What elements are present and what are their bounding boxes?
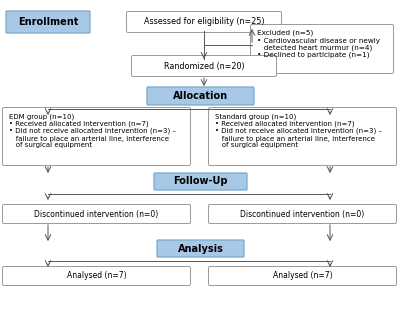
FancyBboxPatch shape (2, 267, 190, 286)
Text: Allocation: Allocation (173, 91, 228, 101)
Text: EDM group (n=10)
• Received allocated intervention (n=7)
• Did not receive alloc: EDM group (n=10) • Received allocated in… (9, 113, 176, 148)
FancyBboxPatch shape (126, 12, 282, 33)
FancyBboxPatch shape (208, 205, 396, 223)
Text: Analysed (n=7): Analysed (n=7) (67, 272, 126, 281)
Text: Standard group (n=10)
• Received allocated intervention (n=7)
• Did not receive : Standard group (n=10) • Received allocat… (215, 113, 382, 148)
Text: Analysed (n=7): Analysed (n=7) (273, 272, 332, 281)
Text: Randomized (n=20): Randomized (n=20) (164, 61, 244, 70)
FancyBboxPatch shape (208, 108, 396, 165)
FancyBboxPatch shape (154, 173, 247, 190)
FancyBboxPatch shape (147, 87, 254, 105)
Text: Enrollment: Enrollment (18, 17, 78, 27)
Text: Excluded (n=5)
• Cardiovascular disease or newly
   detected heart murmur (n=4)
: Excluded (n=5) • Cardiovascular disease … (257, 30, 380, 58)
Text: Discontinued intervention (n=0): Discontinued intervention (n=0) (240, 209, 365, 218)
FancyBboxPatch shape (157, 240, 244, 257)
Text: Assessed for eligibility (n=25): Assessed for eligibility (n=25) (144, 18, 264, 27)
FancyBboxPatch shape (132, 55, 276, 76)
FancyBboxPatch shape (2, 108, 190, 165)
FancyBboxPatch shape (2, 205, 190, 223)
FancyBboxPatch shape (6, 11, 90, 33)
FancyBboxPatch shape (250, 25, 394, 73)
FancyBboxPatch shape (208, 267, 396, 286)
Text: Discontinued intervention (n=0): Discontinued intervention (n=0) (34, 209, 159, 218)
Text: Follow-Up: Follow-Up (173, 177, 228, 187)
Text: Analysis: Analysis (178, 243, 224, 254)
